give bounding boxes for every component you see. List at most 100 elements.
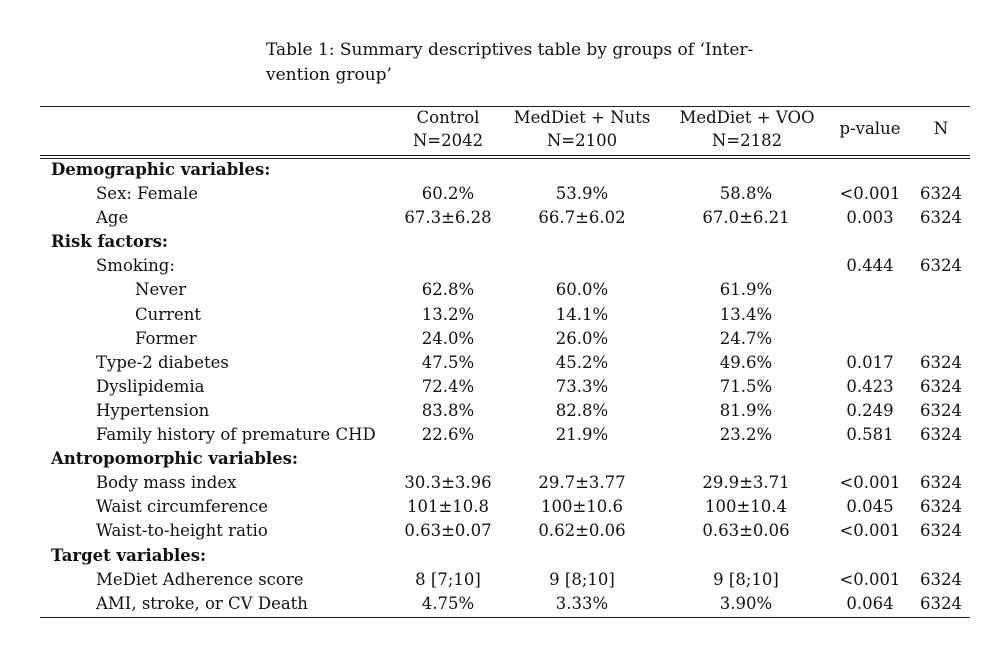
cell-meddiet-nuts: 82.8% <box>555 400 609 420</box>
header-pvalue: p-value <box>828 106 912 155</box>
cell-meddiet-voo: 13.4% <box>719 304 773 324</box>
cell-meddiet-voo: 0.63±0.06 <box>702 521 790 541</box>
table-row: Body mass index 30.3±3.96 29.7±3.77 29.9±3.… <box>40 471 970 495</box>
table-row: Type-2 diabetes 47.5% 45.2% 49.6% 0.017 6324 <box>40 351 970 375</box>
table-row: Family history of premature CHD 22.6% 21.9… <box>40 423 970 447</box>
header-voo: MedDiet + VOO N=2182 <box>672 106 822 155</box>
header-control: Control N=2042 <box>388 106 508 155</box>
cell-meddiet-voo: 3.90% <box>719 593 773 613</box>
cell-meddiet-voo: 9 [8;10] <box>713 569 779 589</box>
row-label: AMI, stroke, or CV Death <box>96 593 308 613</box>
cell-pvalue: 0.064 <box>846 593 894 613</box>
row-label: Family history of premature CHD <box>96 425 376 445</box>
cell-control: 30.3±3.96 <box>404 473 492 493</box>
cell-control: 0.63±0.07 <box>404 521 492 541</box>
caption-line-1: Table 1: Summary descriptives table by g… <box>266 40 754 60</box>
row-label: Dyslipidemia <box>96 376 205 396</box>
row-label: Waist-to-height ratio <box>96 521 268 541</box>
table-row: Current 13.2% 14.1% 13.4% <box>40 303 970 327</box>
cell-meddiet-voo: 67.0±6.21 <box>702 208 790 228</box>
section-row: Target variables: <box>40 544 970 568</box>
bottom-rule <box>40 617 970 618</box>
cell-meddiet-nuts: 60.0% <box>555 280 609 300</box>
cell-meddiet-nuts: 45.2% <box>555 352 609 372</box>
table-row: Former 24.0% 26.0% 24.7% <box>40 327 970 351</box>
row-label: Sex: Female <box>96 184 199 204</box>
table-row: Age 67.3±6.28 66.7±6.02 67.0±6.21 0.003 6324 <box>40 206 970 230</box>
cell-meddiet-voo: 58.8% <box>719 184 773 204</box>
header-n: N <box>916 106 966 155</box>
header-n-label: N <box>933 119 949 138</box>
header-control-name: Control <box>416 108 480 127</box>
header-rule-2 <box>40 158 970 159</box>
cell-pvalue: 0.581 <box>846 425 894 445</box>
cell-control: 8 [7;10] <box>415 569 481 589</box>
cell-n: 6324 <box>920 256 962 276</box>
cell-n: 6324 <box>920 352 962 372</box>
cell-control: 83.8% <box>421 400 475 420</box>
table-row: MeDiet Adherence score 8 [7;10] 9 [8;10] 9 … <box>40 568 970 592</box>
table-row: Smoking: 0.444 6324 <box>40 254 970 278</box>
cell-meddiet-nuts: 9 [8;10] <box>549 569 615 589</box>
section-row: Risk factors: <box>40 230 970 254</box>
cell-control: 72.4% <box>421 376 475 396</box>
table-row: Hypertension 83.8% 82.8% 81.9% 0.249 6324 <box>40 399 970 423</box>
row-label: Target variables: <box>51 545 207 565</box>
cell-meddiet-nuts: 73.3% <box>555 376 609 396</box>
cell-control: 24.0% <box>421 328 475 348</box>
cell-n: 6324 <box>920 521 962 541</box>
row-label: Demographic variables: <box>51 160 271 179</box>
cell-meddiet-voo: 61.9% <box>719 280 773 300</box>
header-voo-n: N=2182 <box>711 131 783 150</box>
cell-n: 6324 <box>920 593 962 613</box>
cell-pvalue: <0.001 <box>839 521 901 541</box>
cell-meddiet-nuts: 14.1% <box>555 304 609 324</box>
cell-pvalue: 0.444 <box>846 256 894 276</box>
header-rule-1 <box>40 155 970 156</box>
header-nuts: MedDiet + Nuts N=2100 <box>512 106 652 155</box>
cell-pvalue: 0.017 <box>846 352 894 372</box>
cell-control: 22.6% <box>421 425 475 445</box>
row-label: MeDiet Adherence score <box>96 569 304 589</box>
header-pvalue-label: p-value <box>839 119 901 138</box>
row-label: Current <box>135 304 202 324</box>
cell-meddiet-voo: 23.2% <box>719 425 773 445</box>
cell-meddiet-voo: 71.5% <box>719 376 773 396</box>
cell-n: 6324 <box>920 400 962 420</box>
cell-n: 6324 <box>920 208 962 228</box>
row-label: Former <box>135 328 197 348</box>
cell-control: 62.8% <box>421 280 475 300</box>
row-label: Body mass index <box>96 473 237 493</box>
cell-n: 6324 <box>920 425 962 445</box>
cell-pvalue: 0.423 <box>846 376 894 396</box>
table-row: Dyslipidemia 72.4% 73.3% 71.5% 0.423 6324 <box>40 375 970 399</box>
table-row: Sex: Female 60.2% 53.9% 58.8% <0.001 6324 <box>40 182 970 206</box>
cell-n: 6324 <box>920 473 962 493</box>
table-caption: Table 1: Summary descriptives table by g… <box>266 38 756 88</box>
cell-pvalue: 0.249 <box>846 400 894 420</box>
cell-pvalue: 0.045 <box>846 497 894 517</box>
cell-control: 101±10.8 <box>406 497 490 517</box>
table-row: Waist circumference 101±10.8 100±10.6 100±1… <box>40 495 970 519</box>
table-row: Never 62.8% 60.0% 61.9% <box>40 278 970 302</box>
cell-meddiet-voo: 100±10.4 <box>704 497 788 517</box>
section-row: Antropomorphic variables: <box>40 447 970 471</box>
cell-n: 6324 <box>920 569 962 589</box>
top-rule <box>40 106 970 107</box>
section-row: Demographic variables: <box>40 158 970 182</box>
cell-n: 6324 <box>920 184 962 204</box>
cell-meddiet-nuts: 29.7±3.77 <box>538 473 626 493</box>
row-label: Antropomorphic variables: <box>51 449 299 469</box>
header-nuts-name: MedDiet + Nuts <box>513 108 651 127</box>
row-label: Risk factors: <box>51 232 168 252</box>
row-label: Type-2 diabetes <box>96 352 229 372</box>
cell-meddiet-voo: 49.6% <box>719 352 773 372</box>
table-row: AMI, stroke, or CV Death 4.75% 3.33% 3.90% 0… <box>40 592 970 616</box>
cell-control: 4.75% <box>421 593 475 613</box>
caption-line-2: vention group’ <box>266 65 392 85</box>
row-label: Never <box>135 280 187 300</box>
cell-meddiet-nuts: 53.9% <box>555 184 609 204</box>
cell-control: 67.3±6.28 <box>404 208 492 228</box>
cell-meddiet-nuts: 66.7±6.02 <box>538 208 626 228</box>
cell-pvalue: <0.001 <box>839 184 901 204</box>
